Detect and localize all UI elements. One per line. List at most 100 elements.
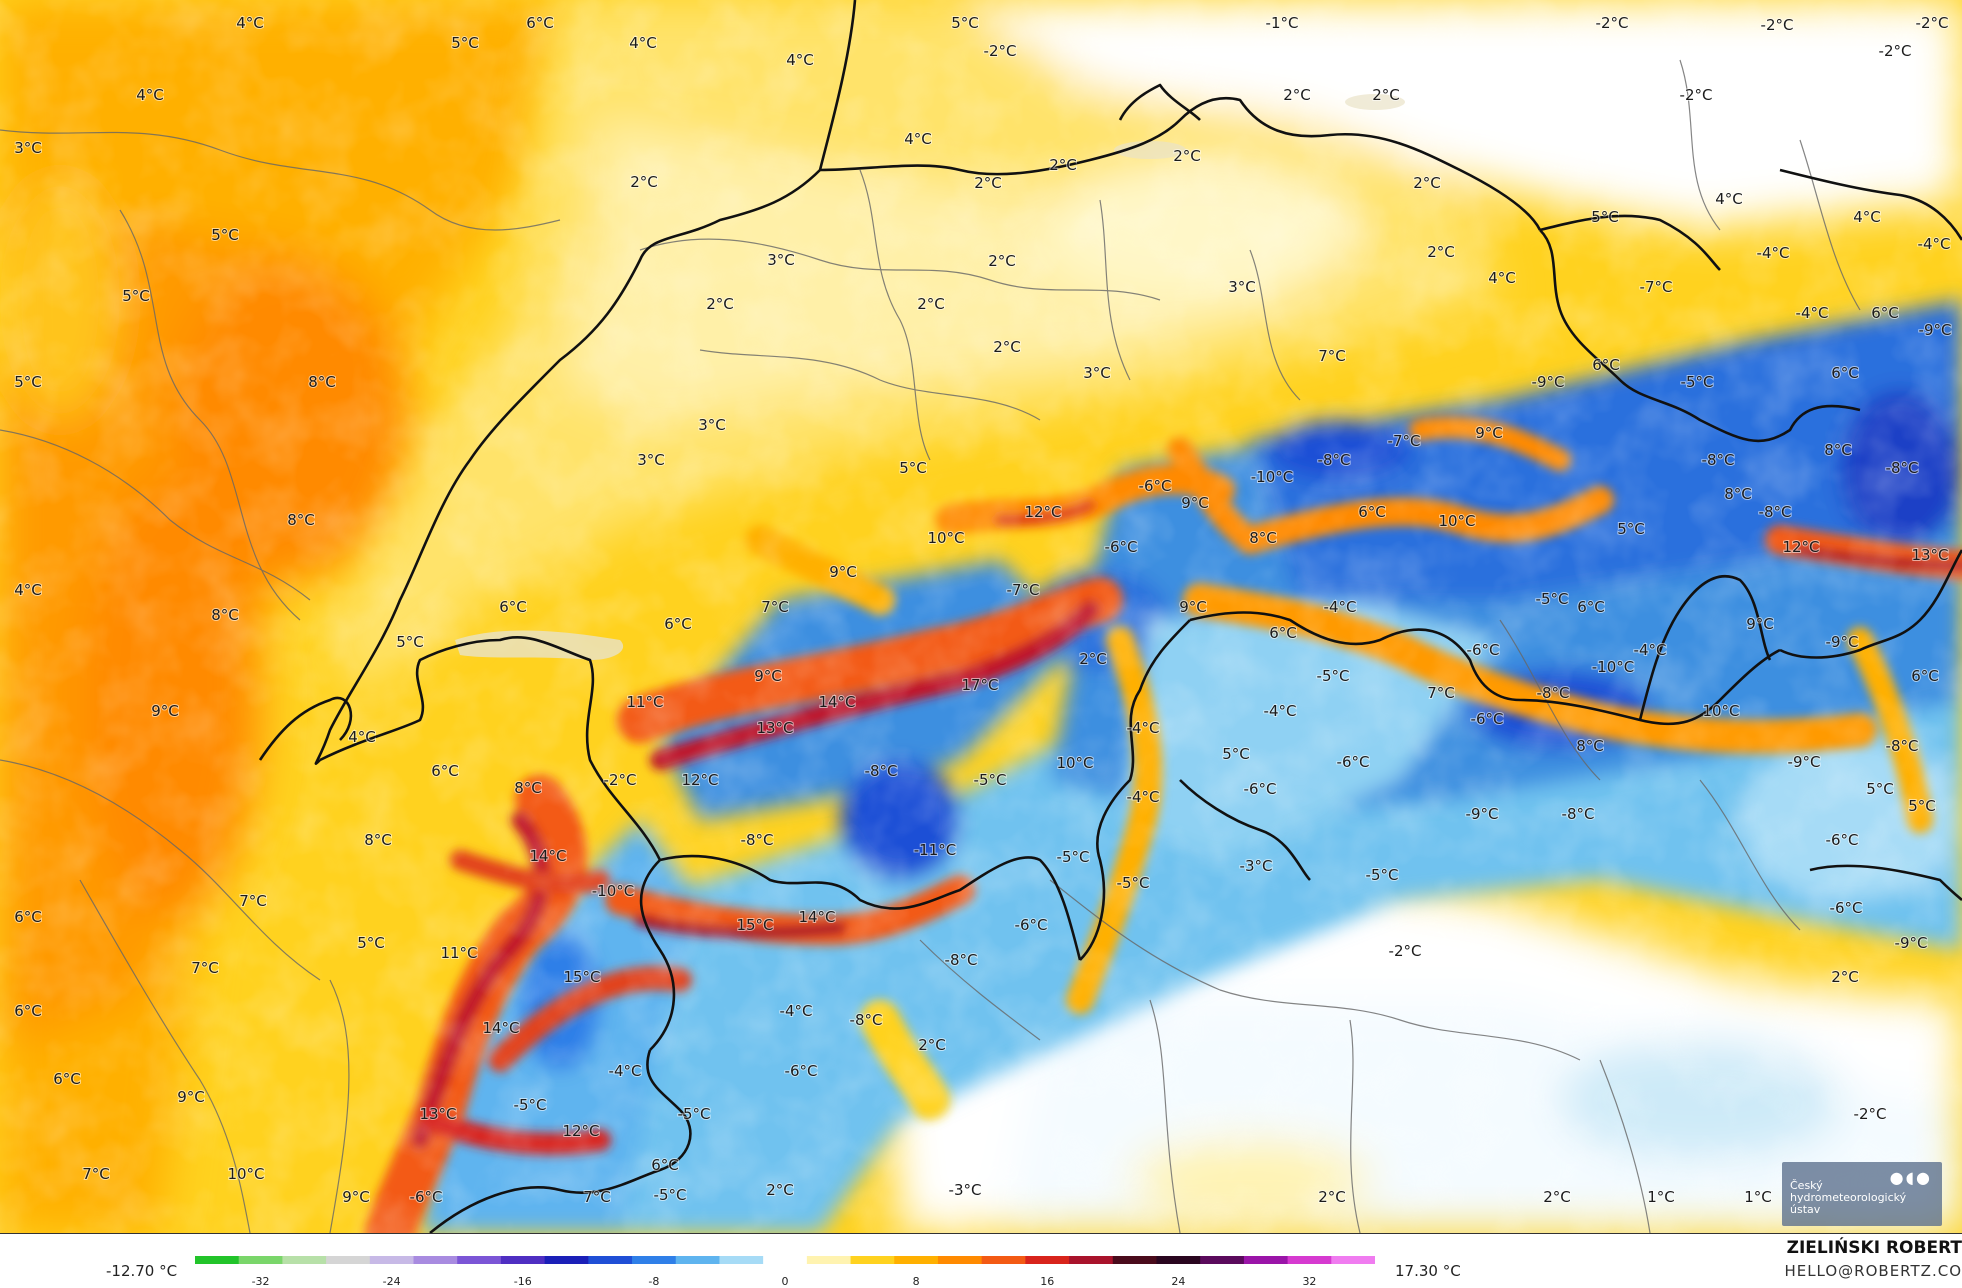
scale-segment [806, 1256, 852, 1264]
temperature-label: 1°C [1744, 1188, 1772, 1206]
temperature-label: 7°C [1318, 347, 1346, 365]
temperature-label: -9°C [1919, 321, 1952, 339]
temperature-label: -4°C [1918, 235, 1951, 253]
temperature-label: -10°C [592, 882, 634, 900]
scale-segment [238, 1256, 284, 1264]
temperature-label: -2°C [604, 771, 637, 789]
temperature-label: 9°C [342, 1188, 370, 1206]
temperature-label: 14°C [798, 908, 835, 926]
temperature-label: 2°C [766, 1181, 794, 1199]
temperature-label: 4°C [236, 14, 264, 32]
temperature-label: -5°C [1117, 874, 1150, 892]
temperature-label: 2°C [706, 295, 734, 313]
temperature-label: -7°C [1007, 581, 1040, 599]
temperature-label: -8°C [1562, 805, 1595, 823]
temperature-label: 9°C [1179, 598, 1207, 616]
temperature-label: -3°C [1240, 857, 1273, 875]
temperature-label: -5°C [1681, 373, 1714, 391]
legend-tick-label: 0 [781, 1275, 789, 1288]
color-scale-bar [195, 1256, 1375, 1264]
temperature-label: 8°C [1824, 441, 1852, 459]
temperature-label: 9°C [151, 702, 179, 720]
national-borders [258, 0, 1962, 1233]
temperature-label: 5°C [1866, 780, 1894, 798]
temperature-label: 8°C [287, 511, 315, 529]
author-name: ZIELIŃSKI ROBERT [1786, 1238, 1962, 1258]
temperature-label: 3°C [698, 416, 726, 434]
temperature-label: 4°C [348, 728, 376, 746]
scale-segment [457, 1256, 502, 1264]
temperature-label: 7°C [761, 598, 789, 616]
temperature-label: -6°C [785, 1062, 818, 1080]
legend-tick-label: -8 [648, 1275, 660, 1288]
temperature-label: 5°C [122, 287, 150, 305]
temperature-label: -7°C [1388, 432, 1421, 450]
temperature-label: 10°C [1438, 512, 1475, 530]
chmi-logo-icon: ●◖● [1889, 1168, 1932, 1187]
temperature-label: 6°C [526, 14, 554, 32]
temperature-label: -6°C [1830, 899, 1863, 917]
temperature-label: -8°C [945, 951, 978, 969]
temperature-label: 7°C [82, 1165, 110, 1183]
temperature-label: -2°C [1596, 14, 1629, 32]
temperature-label: -6°C [1105, 538, 1138, 556]
temperature-label: -4°C [1264, 702, 1297, 720]
temperature-label: 6°C [1831, 364, 1859, 382]
temperature-label: -6°C [1471, 710, 1504, 728]
temperature-label: 3°C [1083, 364, 1111, 382]
scale-segment [282, 1256, 327, 1264]
temperature-label: 12°C [1024, 503, 1061, 521]
temperature-label: -8°C [1759, 503, 1792, 521]
temperature-label: 13°C [419, 1105, 456, 1123]
texture-overlay [0, 0, 1962, 1233]
temperature-label: 9°C [1475, 424, 1503, 442]
temperature-label: 7°C [239, 892, 267, 910]
temperature-label: 5°C [951, 14, 979, 32]
scale-segment [675, 1256, 721, 1264]
temperature-label: 3°C [637, 451, 665, 469]
chmi-logo-text: Český hydrometeorologický ústav [1790, 1179, 1907, 1216]
temperature-label: 3°C [14, 139, 42, 157]
temperature-label: 4°C [1488, 269, 1516, 287]
temperature-label: -5°C [1366, 866, 1399, 884]
temperature-label: -8°C [1702, 451, 1735, 469]
temperature-labels: 4°C 6°C5°C 4°C4°C5°C-2°C-1°C -2°C -2°C -2°C-2… [13, 13, 1952, 1207]
legend-tick-label: 8 [912, 1275, 920, 1288]
temperature-label: -5°C [1536, 590, 1569, 608]
temperature-map[interactable]: 4°C 6°C 5°C 4°C 4°C 5°C -2°C -1°C -2°C -2°C -2°C -2… [0, 0, 1962, 1233]
temperature-label: -3°C [949, 1181, 982, 1199]
temperature-label: -4°C [1127, 788, 1160, 806]
temperature-label: -5°C [678, 1105, 711, 1123]
temperature-label: 8°C [1249, 529, 1277, 547]
temperature-label: -2°C [1389, 942, 1422, 960]
temperature-label: 14°C [482, 1019, 519, 1037]
temperature-label: 4°C [629, 34, 657, 52]
temperature-label: 2°C [1427, 243, 1455, 261]
temperature-label: 6°C [1358, 503, 1386, 521]
scale-max-arrow [1361, 1256, 1375, 1264]
temperature-label: -11°C [914, 841, 956, 859]
temperature-label: -6°C [410, 1188, 443, 1206]
temperature-label: 7°C [191, 959, 219, 977]
scale-segment [894, 1256, 939, 1264]
legend-ticks: -32 -24 -16 -8 0 8 16 24 32 [0, 1275, 1962, 1288]
temperature-label: -6°C [1015, 916, 1048, 934]
temperature-label: 5°C [1591, 208, 1619, 226]
scale-segment [850, 1256, 895, 1264]
temperature-label: 2°C [918, 1036, 946, 1054]
temperature-label: -2°C [1680, 86, 1713, 104]
temperature-label: 2°C [993, 338, 1021, 356]
temperature-label: 2°C [1543, 1188, 1571, 1206]
legend-tick-label: 32 [1302, 1275, 1317, 1288]
temperature-label: 11°C [440, 944, 477, 962]
temperature-label: 13°C [1911, 546, 1948, 564]
temperature-label: 14°C [818, 693, 855, 711]
temperature-label: 4°C [904, 130, 932, 148]
scale-segment [981, 1256, 1026, 1264]
temperature-label: -6°C [1244, 780, 1277, 798]
temperature-label: 2°C [1079, 650, 1107, 668]
chmi-logo: ●◖● Český hydrometeorologický ústav [1782, 1162, 1942, 1226]
author-email[interactable]: HELLO@ROBERTZ.CO [1784, 1262, 1962, 1280]
scale-segment [1025, 1256, 1070, 1264]
legend-tick-label: 24 [1171, 1275, 1186, 1288]
